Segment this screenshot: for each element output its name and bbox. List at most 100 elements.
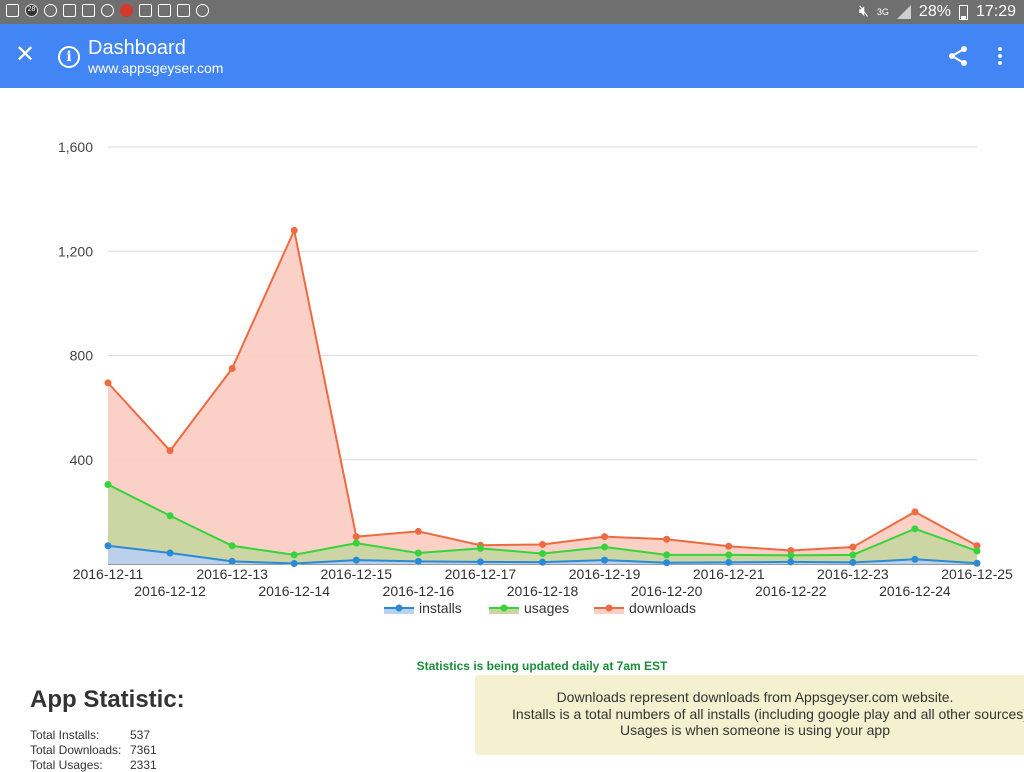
legend-label-usages: usages: [524, 600, 569, 616]
camera-icon: [196, 4, 209, 17]
point-installs: [601, 556, 609, 564]
x-tick-label: 2016-12-16: [383, 583, 455, 599]
clock: 17:29: [975, 3, 1016, 20]
point-usages: [973, 547, 981, 555]
point-downloads: [725, 542, 733, 550]
y-tick-label: 400: [70, 452, 94, 468]
app-alert-icon: [120, 4, 133, 17]
x-tick-label: 2016-12-22: [755, 583, 827, 599]
notification-badge-icon: 28: [25, 4, 38, 17]
x-tick-label: 2016-12-23: [817, 566, 889, 582]
point-usages: [476, 544, 484, 552]
image-icon: [82, 4, 95, 17]
download-done-icon: [139, 4, 152, 17]
network-type: 3G: [876, 6, 889, 17]
point-usages: [539, 550, 546, 558]
point-usages: [725, 551, 733, 559]
point-installs: [663, 559, 671, 567]
share-icon[interactable]: [946, 44, 970, 68]
info-icon[interactable]: i: [58, 46, 80, 68]
point-usages: [414, 549, 422, 557]
y-tick-label: 1,200: [58, 243, 93, 259]
point-usages: [166, 512, 174, 520]
signal-icon: [896, 5, 911, 19]
x-tick-label: 2016-12-24: [879, 583, 951, 599]
sync-icon: [44, 4, 57, 17]
update-notice: Statistics is being updated daily at 7am…: [416, 659, 668, 673]
stat-row-downloads: Total Downloads: 7361: [30, 743, 157, 757]
info-line: Usages is when someone is using your app: [619, 722, 891, 738]
point-installs: [849, 558, 857, 566]
legend-marker-downloads: [605, 604, 613, 612]
whatsapp-icon: [101, 4, 114, 17]
stat-row-usages: Total Usages: 2331: [30, 758, 157, 772]
mute-icon: 🔇︎: [858, 3, 869, 20]
point-usages: [787, 551, 795, 559]
legend-marker-installs: [395, 604, 403, 612]
x-tick-label: 2016-12-20: [631, 583, 703, 599]
x-tick-label: 2016-12-12: [134, 583, 206, 599]
app-bar: ✕ i Dashboard www.appsgeyser.com: [0, 24, 1024, 88]
stats-chart: 4008001,2001,6002016-12-112016-12-122016…: [58, 139, 1013, 616]
point-downloads: [290, 226, 298, 234]
point-downloads: [166, 447, 174, 455]
point-downloads: [104, 379, 112, 387]
x-tick-label: 2016-12-21: [693, 566, 765, 582]
area-installs: [108, 545, 977, 564]
stat-value: 7361: [130, 743, 157, 757]
notification-icons: 28: [6, 4, 209, 17]
x-tick-label: 2016-12-13: [196, 566, 268, 582]
x-tick-label: 2016-12-19: [569, 566, 641, 582]
point-installs: [228, 557, 236, 565]
point-downloads: [414, 527, 422, 535]
key-icon: [6, 4, 19, 17]
y-tick-label: 1,600: [58, 139, 93, 155]
x-tick-label: 2016-12-11: [73, 566, 144, 582]
stat-label: Total Installs:: [30, 728, 100, 742]
page-title: Dashboard: [88, 37, 186, 59]
point-downloads: [787, 546, 795, 554]
x-tick-label: 2016-12-25: [941, 566, 1013, 582]
point-installs: [166, 549, 174, 557]
point-installs: [476, 558, 484, 566]
stat-label: Total Downloads:: [30, 743, 122, 757]
point-downloads: [539, 540, 546, 548]
area-downloads: [108, 230, 977, 564]
gallery-icon: [177, 4, 190, 17]
point-usages: [601, 543, 609, 551]
stat-label: Total Usages:: [30, 758, 103, 772]
info-box: Downloads represent downloads from Appsg…: [475, 675, 1024, 755]
close-icon[interactable]: ✕: [14, 41, 36, 68]
point-installs: [973, 559, 981, 567]
x-tick-label: 2016-12-18: [507, 583, 579, 599]
point-downloads: [911, 508, 919, 516]
x-tick-label: 2016-12-15: [320, 566, 392, 582]
x-tick-label: 2016-12-14: [258, 583, 330, 599]
point-installs: [352, 556, 360, 564]
system-indicators: 🔇︎ 3G 28% 17:29: [859, 3, 1016, 21]
stats-title: App Statistic:: [30, 686, 185, 713]
point-usages: [352, 539, 360, 547]
legend-label-downloads: downloads: [629, 600, 696, 616]
point-installs: [725, 558, 733, 566]
stat-value: 2331: [130, 758, 157, 772]
battery-percent: 28%: [918, 3, 951, 20]
point-downloads: [352, 533, 360, 541]
point-downloads: [973, 542, 981, 550]
stat-value: 537: [130, 728, 151, 742]
point-installs: [787, 558, 795, 566]
stat-row-installs: Total Installs: 537: [30, 728, 150, 742]
x-tick-label: 2016-12-17: [445, 566, 517, 582]
point-usages: [849, 551, 857, 559]
wrench-icon: [63, 4, 76, 17]
page-url: www.appsgeyser.com: [88, 60, 224, 76]
point-downloads: [228, 365, 236, 373]
point-downloads: [601, 533, 609, 541]
point-installs: [911, 555, 919, 563]
point-installs: [290, 559, 298, 567]
more-vert-icon[interactable]: [992, 44, 1008, 68]
point-usages: [228, 542, 236, 550]
battery-icon: [958, 5, 968, 20]
status-bar: 28 🔇︎ 3G 28% 17:29: [0, 0, 1024, 24]
point-downloads: [849, 543, 857, 551]
